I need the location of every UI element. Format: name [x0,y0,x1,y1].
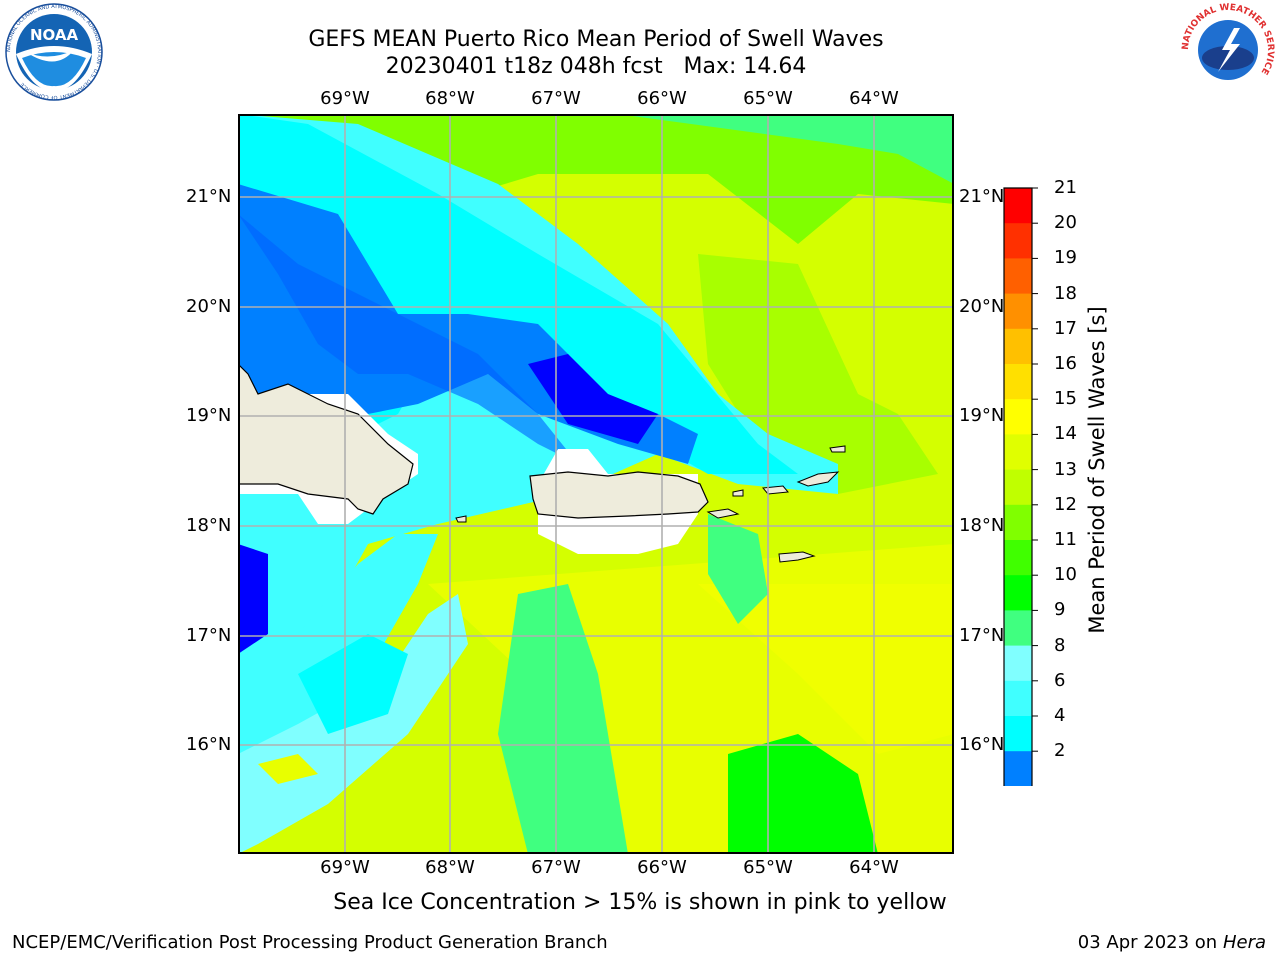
colorbar-tick-label: 2 [1054,740,1066,762]
nws-logo: NATIONAL WEATHER SERVICE [1180,2,1276,98]
lon-label-top-66w: 66°W [637,88,687,109]
lon-label-top-69w: 69°W [320,88,370,109]
colorbar-segment [1004,399,1032,435]
contour-15s [698,584,954,754]
colorbar-segment [1004,258,1032,295]
lat-label-right-18n: 18°N [959,515,1005,536]
colorbar-segment [1004,716,1032,752]
contour-4s-southwest [298,634,408,734]
land-puerto-rico [529,471,709,519]
land-st-thomas [762,485,789,495]
colorbar [1003,187,1038,786]
swell-period-map [238,114,954,854]
colorbar-segment [1004,610,1032,647]
colorbar-tick-label: 12 [1054,493,1077,515]
colorbar-tick-label: 19 [1054,247,1077,269]
colorbar-tick-label: 13 [1054,458,1077,480]
colorbar-tick-label: 8 [1054,634,1066,656]
noaa-text: NOAA [30,26,79,44]
colorbar-segment [1004,645,1032,682]
colorbar-outline [1003,187,1033,786]
colorbar-segments [1003,187,1038,786]
map-frame [238,114,954,854]
colorbar-tick-label: 6 [1054,669,1066,691]
land-st-croix [778,551,816,563]
land-mona [455,515,467,523]
colorbar-tick-label: 10 [1054,564,1077,586]
contour-14s-southwest [258,754,318,784]
land-hispaniola [238,363,414,515]
lat-label-left-16n: 16°N [186,734,232,755]
colorbar-tick-label: 14 [1054,423,1077,445]
lon-label-top-65w: 65°W [743,88,793,109]
colorbar-tick-label: 20 [1054,212,1077,234]
colorbar-segment [1004,540,1032,576]
lon-label-top-67w: 67°W [531,88,581,109]
lat-label-left-18n: 18°N [186,515,232,536]
lat-label-right-19n: 19°N [959,405,1005,426]
lat-label-left-19n: 19°N [186,405,232,426]
land-vieques [706,508,740,519]
lon-label-bottom-65w: 65°W [743,857,793,878]
contour-min [528,354,658,444]
map-grid [238,114,954,854]
colorbar-segment [1004,223,1032,259]
contour-min-sw [238,544,268,654]
lon-label-bottom-64w: 64°W [849,857,899,878]
lon-label-bottom-66w: 66°W [637,857,687,878]
colorbar-segment [1004,751,1032,786]
chart-title: GEFS MEAN Puerto Rico Mean Period of Swe… [308,27,884,52]
sea-ice-note: Sea Ice Concentration > 15% is shown in … [333,890,947,915]
colorbar-segment [1004,434,1032,471]
colorbar-tick-label: 4 [1054,705,1066,726]
lat-label-left-20n: 20°N [186,296,232,317]
lat-label-right-20n: 20°N [959,296,1005,317]
contour-9s-northeast [618,114,954,184]
colorbar-segment [1004,364,1032,400]
lat-label-right-21n: 21°N [959,186,1005,207]
colorbar-segment [1004,680,1032,717]
colorbar-segment [1004,188,1032,224]
colorbar-tick-label: 9 [1054,599,1066,621]
land-tortola [796,471,840,487]
footer-host: Hera [1222,932,1266,953]
footer-date: 03 Apr 2023 on Hera [1078,932,1266,953]
contour-11s-south [728,734,878,854]
chart-subtitle: 20230401 t18z 048h fcst Max: 14.64 [385,54,807,79]
lon-label-top-68w: 68°W [425,88,475,109]
colorbar-tick-label: 11 [1054,529,1077,550]
colorbar-tick-label: 17 [1054,317,1077,339]
lat-label-right-17n: 17°N [959,625,1005,646]
lon-label-bottom-69w: 69°W [320,857,370,878]
colorbar-tick-label: 21 [1054,177,1077,198]
colorbar-label: Mean Period of Swell Waves [s] [1085,306,1109,634]
lat-label-left-21n: 21°N [186,186,232,207]
contour-deep-blue [238,214,578,464]
lon-label-bottom-67w: 67°W [531,857,581,878]
colorbar-segment [1004,328,1032,365]
footer-credit: NCEP/EMC/Verification Post Processing Pr… [12,932,608,953]
contour-9s-south [498,584,628,854]
colorbar-segment [1004,575,1032,611]
contour-12s-north [238,114,954,244]
contour-6s-southwest [238,534,438,764]
footer-date-text: 03 Apr 2023 on [1077,932,1223,953]
colorbar-segment [1004,293,1032,330]
colorbar-segment [1004,469,1032,506]
colorbar-tick-label: 18 [1054,282,1077,304]
colorbar-segment [1004,504,1032,541]
colorbar-tick-label: 16 [1054,353,1077,374]
noaa-logo: NATIONAL OCEANIC AND ATMOSPHERIC ADMINIS… [5,3,103,101]
lat-label-right-16n: 16°N [959,734,1005,755]
lon-label-top-64w: 64°W [849,88,899,109]
contour-9s-east [708,514,768,624]
lon-label-bottom-68w: 68°W [425,857,475,878]
colorbar-tick-label: 15 [1054,388,1077,410]
land-culebra [732,489,744,497]
lat-label-left-17n: 17°N [186,625,232,646]
land-anegada [829,445,846,453]
